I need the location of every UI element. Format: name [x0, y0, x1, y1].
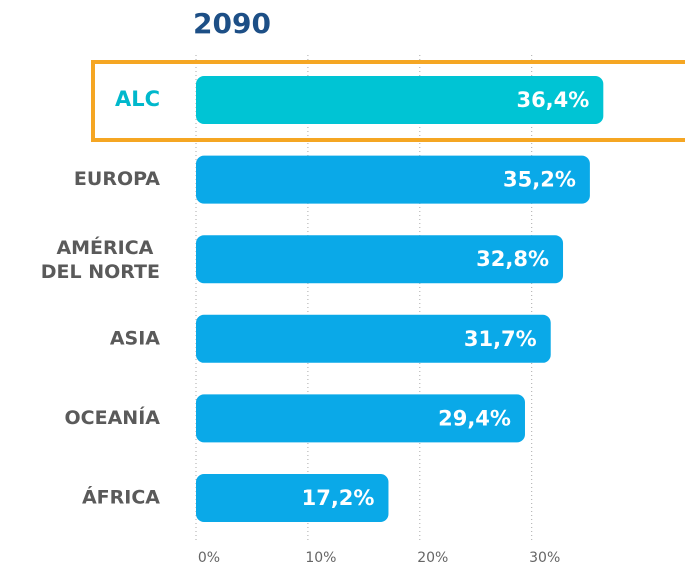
category-label: EUROPA: [74, 168, 160, 190]
category-label: AMÉRICA DEL NORTE: [41, 236, 160, 283]
bar: [196, 474, 389, 522]
value-label: 31,7%: [464, 327, 537, 351]
category-line: DEL NORTE: [41, 261, 160, 283]
x-tick-label: 30%: [529, 550, 560, 566]
category-line: AMÉRICA: [56, 236, 160, 259]
bar: [196, 155, 590, 204]
bars: 36,4% ALC 35,2% EUROPA 32,8% AMÉRICA DEL NORT…: [41, 76, 604, 522]
x-tick-label: 0%: [198, 550, 220, 566]
category-label: ASIA: [110, 327, 160, 349]
value-label: 36,4%: [516, 88, 589, 112]
value-label: 32,8%: [476, 247, 549, 271]
bar: [196, 394, 525, 443]
bar: [196, 314, 551, 363]
x-tick-label: 10%: [305, 550, 336, 566]
value-label: 17,2%: [302, 486, 375, 510]
grid: 0% 10% 20% 30%: [195, 55, 560, 566]
bar: [196, 76, 604, 124]
bar: [196, 235, 564, 284]
x-tick-label: 20%: [417, 550, 448, 566]
category-label: ALC: [115, 87, 160, 111]
value-label: 35,2%: [503, 168, 576, 192]
highlight-box: [91, 60, 685, 142]
value-label: 29,4%: [438, 406, 511, 430]
chart-title: 2090: [193, 7, 271, 40]
category-label: OCEANÍA: [65, 406, 161, 429]
category-label: ÁFRICA: [82, 486, 160, 509]
